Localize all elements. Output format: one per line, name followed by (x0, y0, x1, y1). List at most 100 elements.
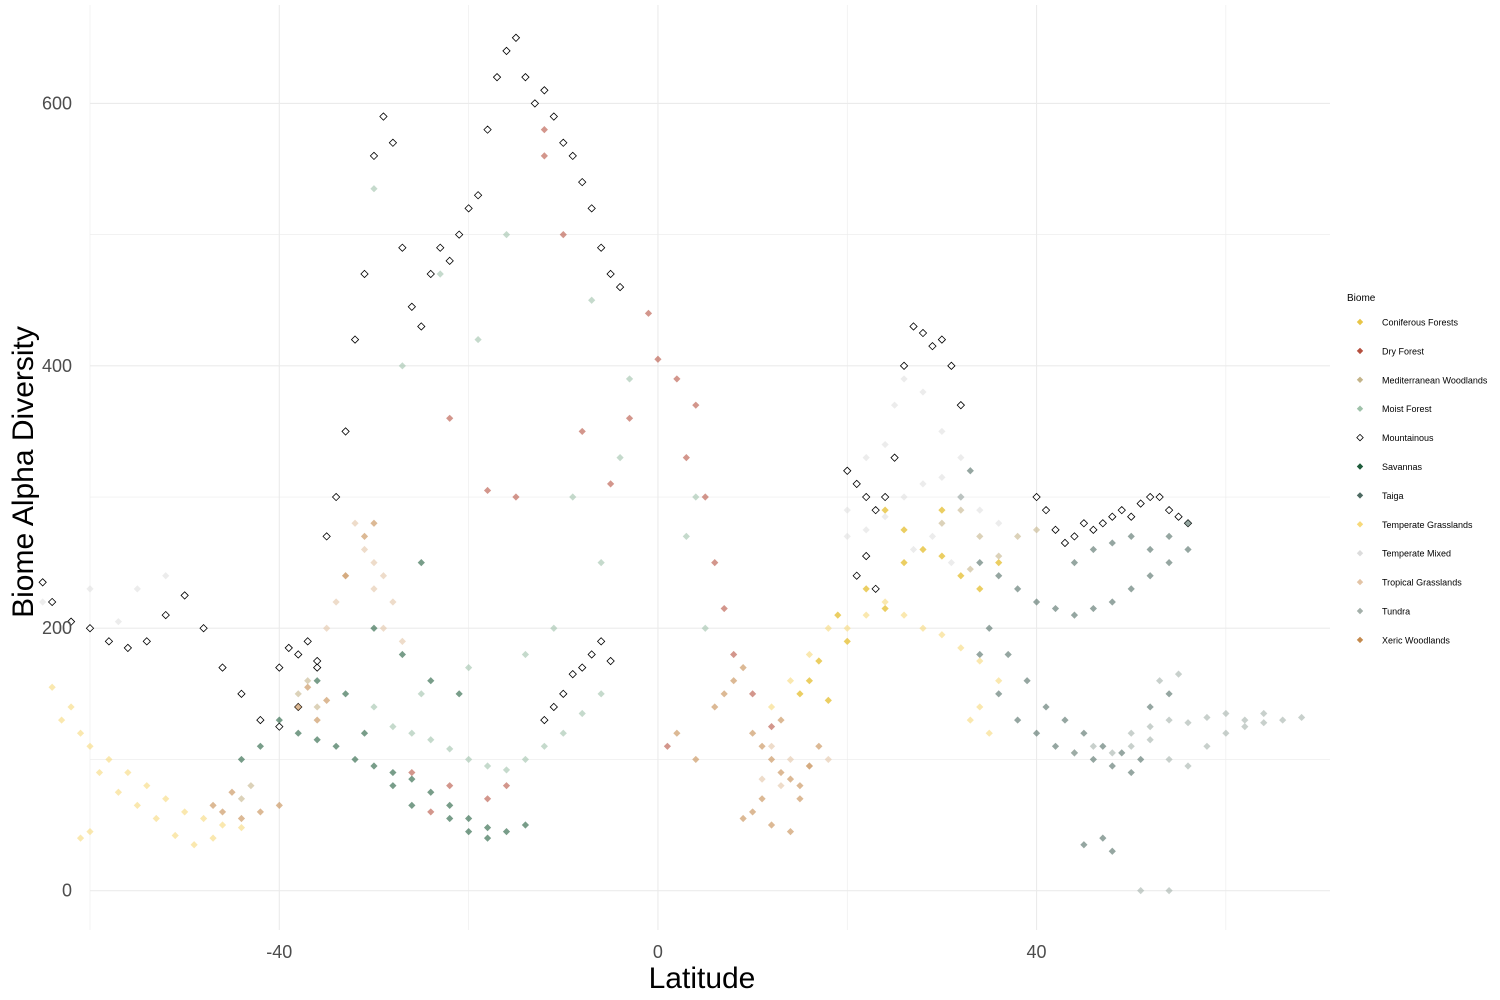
data-point (1165, 690, 1173, 698)
data-point (815, 742, 823, 750)
data-point (871, 584, 880, 594)
data-point (446, 414, 454, 422)
data-point (1165, 716, 1173, 724)
data-point (483, 834, 492, 842)
data-point (379, 624, 388, 632)
legend-label: Temperate Mixed (1382, 549, 1451, 559)
data-point (1174, 512, 1183, 521)
data-point (256, 715, 265, 725)
data-point (1051, 525, 1060, 534)
data-point (512, 493, 520, 501)
data-point (767, 742, 776, 750)
data-point (1298, 713, 1306, 722)
data-point (1136, 499, 1145, 508)
data-point (587, 650, 596, 659)
data-point (720, 690, 728, 698)
data-point (256, 742, 264, 750)
data-point (881, 440, 889, 449)
data-point (777, 716, 785, 724)
data-point (796, 795, 804, 803)
data-point (881, 513, 889, 521)
data-point (114, 788, 122, 796)
data-point (1070, 749, 1079, 757)
data-point (796, 782, 804, 790)
data-point (313, 716, 321, 724)
legend-label: Mountainous (1382, 433, 1434, 443)
x-tick-label: 0 (653, 942, 663, 962)
data-point (313, 703, 321, 711)
data-point (114, 618, 122, 626)
data-point (748, 729, 757, 737)
data-point (995, 552, 1003, 560)
data-point (511, 33, 521, 42)
data-point (938, 552, 946, 560)
data-point (758, 742, 766, 750)
data-point (370, 585, 378, 593)
data-point (956, 401, 966, 410)
data-point (408, 775, 416, 783)
data-point (834, 611, 842, 619)
data-point (900, 559, 908, 567)
data-point (976, 559, 984, 567)
data-point (218, 663, 227, 672)
data-point (899, 361, 909, 370)
data-point (181, 808, 189, 816)
data-point (502, 782, 511, 790)
data-point (1156, 677, 1164, 685)
data-point (341, 572, 350, 580)
data-point (616, 454, 624, 462)
data-point (748, 690, 757, 698)
data-point (540, 715, 549, 725)
data-point (294, 703, 302, 711)
data-point (900, 611, 908, 619)
data-point (625, 375, 634, 383)
legend-label: Temperate Grasslands (1382, 520, 1473, 530)
data-point (1117, 505, 1126, 515)
data-point (48, 683, 56, 691)
data-point (938, 473, 946, 481)
data-point (275, 722, 284, 731)
data-point (730, 677, 738, 685)
data-point (928, 532, 937, 540)
data-point (1164, 505, 1174, 515)
data-point (995, 690, 1003, 698)
data-point (370, 762, 378, 770)
data-point (1241, 716, 1249, 724)
data-point (408, 729, 416, 737)
data-point (720, 604, 728, 613)
data-point (938, 506, 946, 514)
data-point (1127, 729, 1135, 737)
data-point (995, 677, 1003, 685)
data-point (758, 775, 766, 783)
legend-key (1356, 636, 1364, 644)
data-point (881, 598, 889, 606)
data-point (918, 328, 928, 338)
data-point (237, 755, 246, 764)
data-point (256, 808, 264, 816)
data-point (294, 729, 302, 737)
data-point (426, 269, 435, 279)
data-point (1089, 742, 1097, 750)
data-point (237, 689, 246, 698)
y-tick-label: 400 (42, 356, 72, 376)
data-point (796, 690, 804, 698)
data-point (947, 361, 956, 370)
data-point (881, 506, 889, 514)
data-point (313, 677, 321, 685)
data-point (909, 322, 918, 331)
data-point (436, 243, 445, 252)
data-point (417, 322, 426, 331)
data-point (436, 270, 444, 278)
data-point (1165, 559, 1173, 567)
legend-key (1356, 405, 1364, 412)
data-point (654, 355, 662, 363)
data-point (1184, 762, 1192, 770)
series-3 (370, 185, 709, 774)
data-point (900, 375, 908, 383)
data-point (587, 204, 596, 213)
data-point (427, 736, 435, 744)
data-point (86, 585, 94, 593)
data-point (1174, 670, 1183, 678)
data-point (1165, 532, 1173, 540)
data-point (1127, 585, 1135, 593)
